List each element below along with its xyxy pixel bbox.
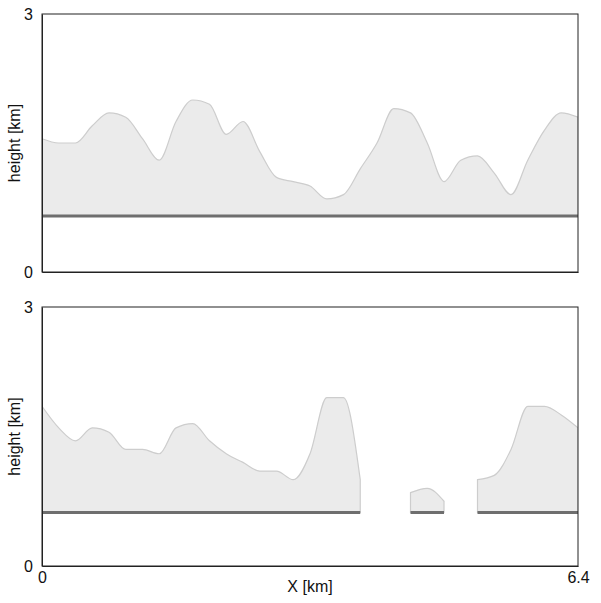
tick: 3 — [24, 6, 42, 23]
tick-label: 6.4 — [567, 569, 589, 586]
plot-area — [42, 398, 578, 513]
y-axis: 03 — [24, 299, 42, 575]
cloud-base — [478, 511, 579, 514]
tick-label: 0 — [24, 264, 33, 281]
cloud-base — [411, 511, 445, 514]
tick-label: 3 — [24, 299, 33, 316]
axis-line — [42, 308, 43, 567]
panel: 0306.4height [km]X [km] — [6, 299, 590, 595]
tick-label: 0 — [24, 558, 33, 575]
cloud — [42, 100, 578, 216]
tick-label: 0 — [38, 569, 47, 586]
cloud-base — [42, 511, 360, 514]
frame — [42, 14, 578, 272]
axis-line — [43, 566, 579, 567]
x-axis-title: X [km] — [287, 578, 332, 595]
axis-line — [42, 15, 43, 273]
tick: 0 — [38, 566, 47, 586]
y-axis: 03 — [24, 6, 42, 281]
tick: 6.4 — [567, 566, 589, 586]
x-axis — [43, 272, 579, 273]
frame — [42, 307, 578, 566]
y-axis-title: height [km] — [6, 104, 23, 182]
figure: 03height [km]0306.4height [km]X [km] — [0, 0, 601, 603]
plot-area — [42, 100, 578, 216]
tick-label: 3 — [24, 6, 33, 23]
cloud — [411, 488, 445, 512]
cloud — [42, 398, 360, 513]
cloud — [478, 406, 579, 512]
cloud-base — [42, 215, 578, 218]
tick: 3 — [24, 299, 42, 316]
tick: 0 — [24, 264, 42, 281]
panel: 03height [km] — [6, 6, 579, 281]
axis-line — [43, 272, 579, 273]
y-axis-title: height [km] — [6, 397, 23, 475]
